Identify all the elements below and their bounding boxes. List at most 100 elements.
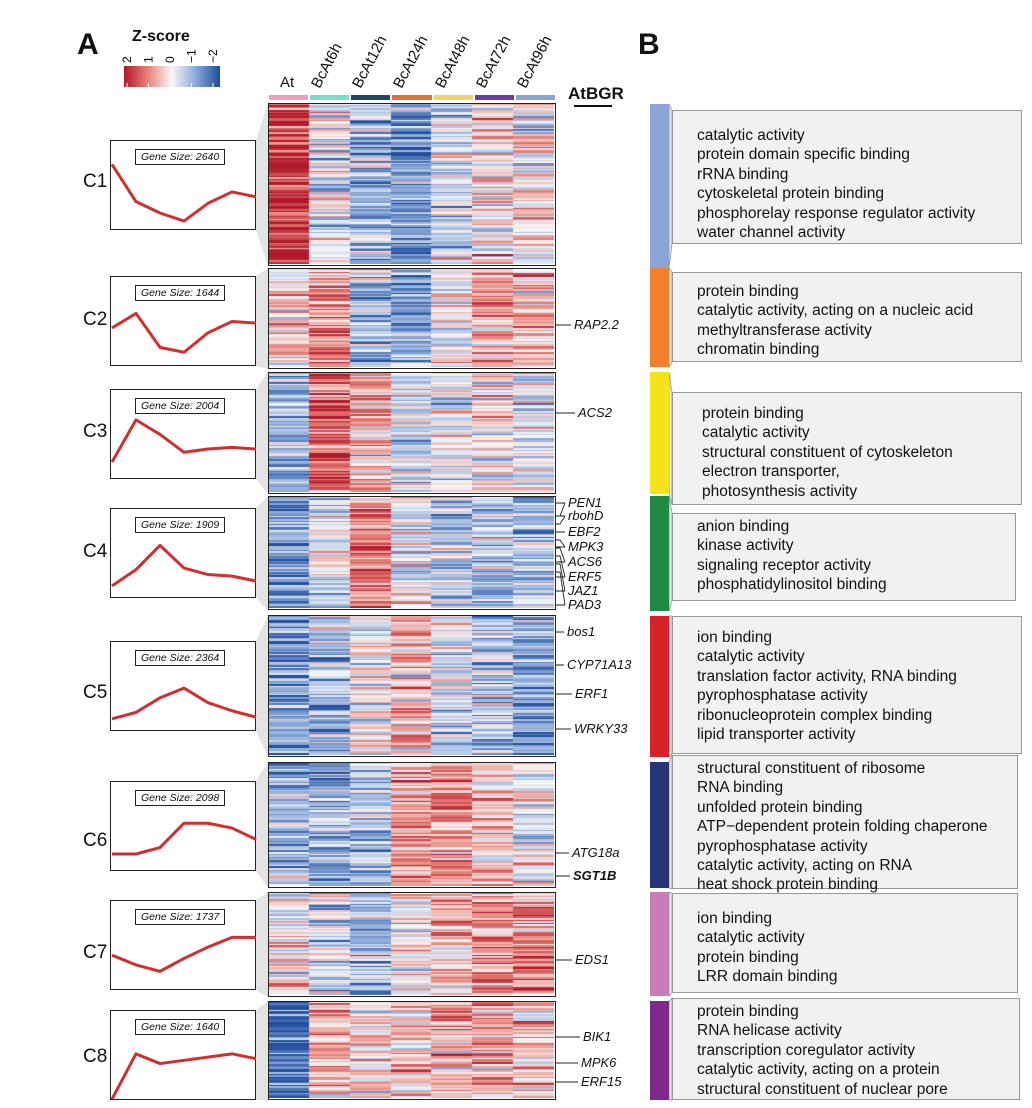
go-term: electron transporter, <box>702 463 840 481</box>
gene-list-title: AtBGR <box>568 84 624 103</box>
gene-label: JAZ1 <box>568 583 599 598</box>
cluster-profile-box: Gene Size: 2004 <box>110 389 257 479</box>
go-connector <box>668 997 673 1101</box>
cluster-heatmap-cells <box>269 373 554 492</box>
gene-size-label: Gene Size: 2098 <box>135 790 226 806</box>
go-terms-box <box>672 272 1022 362</box>
cluster-label: C5 <box>83 682 108 703</box>
gene-bracket-line <box>556 555 566 578</box>
go-terms-box <box>672 893 1018 993</box>
cluster-heatmap-cells <box>269 104 554 264</box>
cluster-connector <box>256 103 268 266</box>
cluster-profile-line <box>111 311 257 354</box>
gene-bracket-line <box>556 563 566 592</box>
go-terms-list: structural constituent of ribosome RNA bi… <box>697 759 988 895</box>
go-terms-list: ion binding catalytic activity translation… <box>697 628 957 744</box>
column-color-bar <box>474 95 514 100</box>
go-term: heat shock protein binding <box>697 876 878 894</box>
column-label: At <box>280 74 295 91</box>
go-term: cytoskeletal protein binding <box>697 185 884 203</box>
column-color-bar <box>515 95 555 100</box>
go-terms-box <box>672 513 1016 601</box>
go-terms-box <box>672 110 1022 244</box>
go-terms-list: protein binding catalytic activity, actin… <box>697 282 973 360</box>
cluster-profile-box: Gene Size: 2364 <box>110 641 257 731</box>
go-term: pyrophosphatase activity <box>697 837 868 855</box>
go-connector <box>668 266 673 369</box>
cluster-profile-line <box>111 418 257 463</box>
gene-label: PEN1 <box>568 495 602 510</box>
cluster-label: C6 <box>83 830 108 851</box>
cluster-connector <box>256 892 268 997</box>
cluster-profile-plot <box>111 1052 257 1100</box>
go-terms-list: catalytic activity protein domain specifi… <box>697 126 975 242</box>
go-term: ribonucleoprotein complex binding <box>697 706 933 724</box>
cluster-profile-line <box>112 821 257 856</box>
gene-label: BIK1 <box>583 1029 612 1044</box>
cluster-profile-plot <box>111 311 257 354</box>
go-cluster-color-bar <box>650 104 669 268</box>
panel-a-label: A <box>77 28 99 61</box>
gene-label: EDS1 <box>575 952 609 967</box>
cluster-heatmap-cells <box>269 763 554 886</box>
gene-label: EBF2 <box>568 524 601 539</box>
go-term: ion binding <box>697 910 772 927</box>
cluster-connector <box>256 496 268 610</box>
gene-size-label: Gene Size: 2640 <box>135 149 226 165</box>
gene-label: ERF15 <box>581 1074 622 1089</box>
go-connector <box>668 891 673 997</box>
go-term: methyltransferase activity <box>697 321 872 339</box>
go-term: rRNA binding <box>697 165 789 183</box>
go-term: phosphatidylinositol binding <box>697 576 887 594</box>
gene-size-label: Gene Size: 1640 <box>135 1019 226 1035</box>
gene-label: rbohD <box>568 508 604 523</box>
gene-bracket-line <box>556 571 566 606</box>
column-color-bar <box>351 95 391 100</box>
go-term: ATP−dependent protein folding chaperone <box>697 818 988 836</box>
go-terms-box <box>672 755 1018 889</box>
go-term: transcription coregulator activity <box>697 1041 915 1059</box>
column-color-bar <box>310 95 350 100</box>
cluster-profile-plot <box>111 418 257 463</box>
go-term: protein binding <box>697 283 799 300</box>
column-color-bar <box>433 95 473 100</box>
go-term: water channel activity <box>697 224 846 242</box>
go-term: structural constituent of ribosome <box>697 760 926 777</box>
cluster-profile-box: Gene Size: 2640 <box>110 140 257 230</box>
gene-label: PAD3 <box>568 597 601 612</box>
cluster-label: C1 <box>83 171 108 192</box>
go-term: kinase activity <box>697 537 794 555</box>
go-term: ion binding <box>697 629 772 646</box>
cluster-profile-box: Gene Size: 1640 <box>110 1010 257 1100</box>
go-term: catalytic activity <box>697 929 805 947</box>
column-color-bar <box>392 95 432 100</box>
go-cluster-color-bar <box>650 616 669 757</box>
cluster-label: C2 <box>83 309 108 330</box>
cluster-heatmap <box>268 103 556 266</box>
go-term: protein binding <box>697 948 799 966</box>
gene-bracket-line <box>556 515 566 525</box>
gene-label: ERF1 <box>575 686 609 701</box>
gene-label: ATG18a <box>572 845 620 860</box>
cluster-profile-box: Gene Size: 1737 <box>110 900 256 990</box>
gene-size-label: Gene Size: 2364 <box>135 650 226 666</box>
go-term: catalytic activity, acting on RNA <box>697 857 913 875</box>
cluster-heatmap-cells <box>269 1002 554 1098</box>
cluster-profile-line <box>111 686 257 721</box>
cluster-connector <box>256 1001 268 1100</box>
go-term: catalytic activity, acting on a protein <box>697 1061 940 1079</box>
legend-tick-label: −1 <box>185 49 199 63</box>
cluster-heatmap-cells <box>269 893 554 995</box>
legend-tick-label: 1 <box>142 56 156 63</box>
go-terms-list: anion binding kinase activity signaling re… <box>697 517 887 595</box>
gene-label: CYP71A13 <box>567 657 632 672</box>
go-term: photosynthesis activity <box>702 482 858 500</box>
go-term: structural constituent of nuclear pore <box>697 1080 948 1098</box>
cluster-heatmap <box>268 892 556 997</box>
go-term: catalytic activity <box>697 648 805 666</box>
go-term: phosphorelay response regulator activity <box>697 204 976 222</box>
zscore-legend: 2 1 0 −1 −2 <box>120 49 220 87</box>
gene-label: ERF5 <box>568 569 602 584</box>
cluster-heatmap <box>268 1001 556 1100</box>
